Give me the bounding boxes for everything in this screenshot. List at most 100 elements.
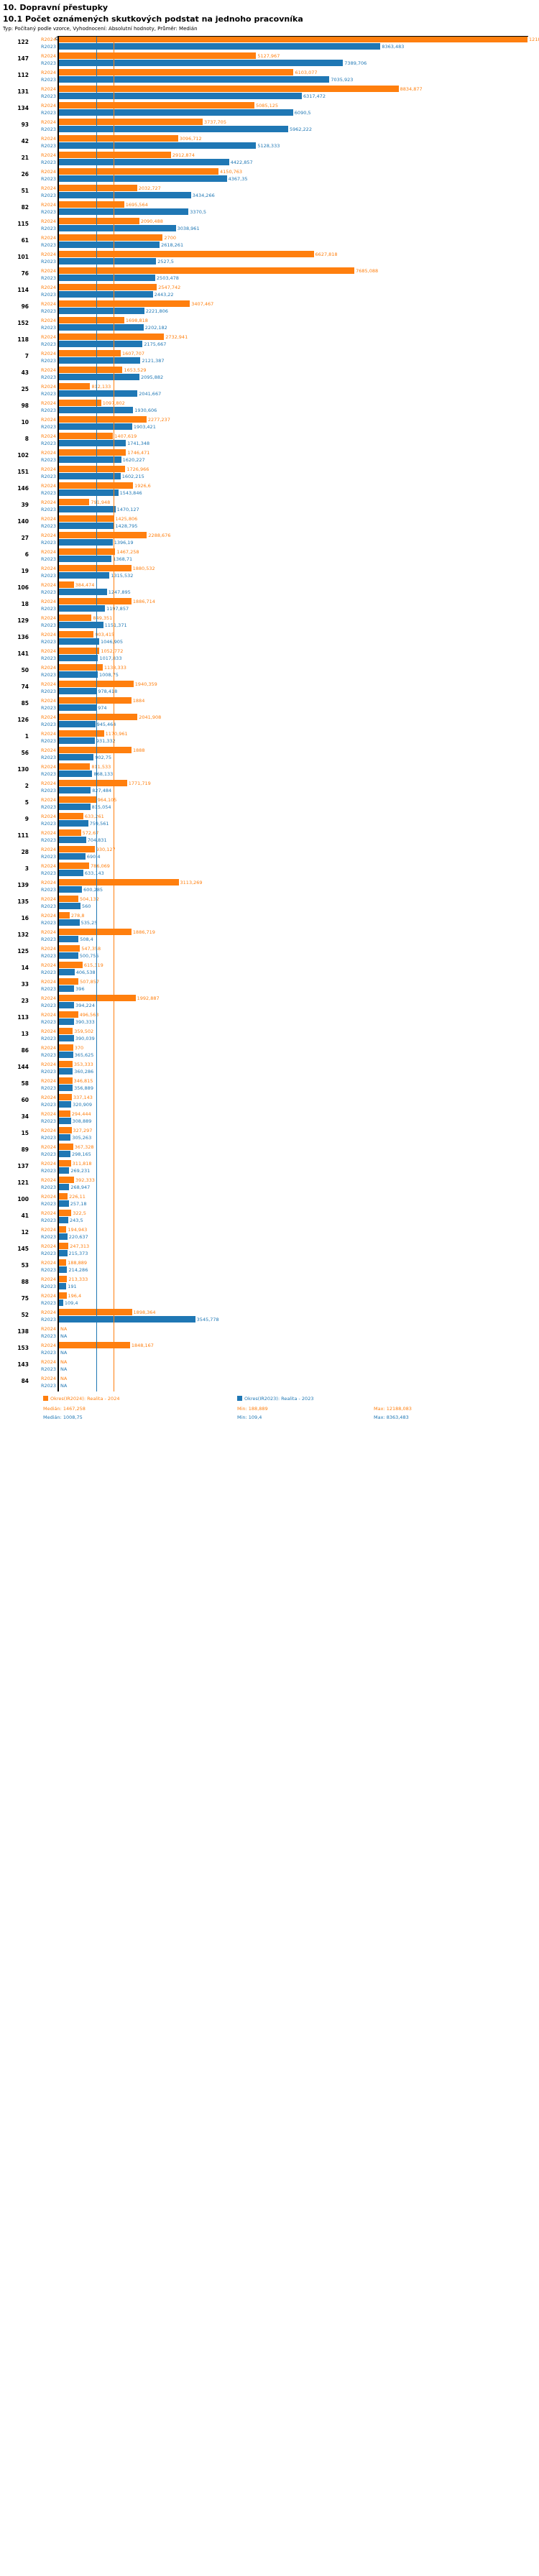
- bar-2023[interactable]: [59, 704, 97, 711]
- bar-2024[interactable]: [59, 995, 136, 1001]
- bar-2023[interactable]: [59, 936, 79, 942]
- bar-2023[interactable]: [59, 1217, 69, 1223]
- bar-2024[interactable]: [59, 367, 123, 373]
- bar-2023[interactable]: [59, 109, 293, 116]
- bar-2023[interactable]: [59, 655, 98, 661]
- bar-2024[interactable]: [59, 334, 165, 340]
- bar-2024[interactable]: [59, 52, 257, 59]
- bar-2024[interactable]: [59, 350, 121, 356]
- bar-2023[interactable]: [59, 291, 153, 298]
- bar-2024[interactable]: [59, 1077, 73, 1084]
- bar-2023[interactable]: [59, 787, 91, 794]
- bar-2024[interactable]: [59, 1243, 69, 1249]
- bar-2024[interactable]: [59, 648, 100, 654]
- bar-2023[interactable]: [59, 754, 94, 760]
- bar-2024[interactable]: [59, 383, 91, 390]
- bar-2023[interactable]: [59, 1250, 68, 1256]
- bar-2024[interactable]: [59, 565, 132, 571]
- bar-2024[interactable]: [59, 615, 92, 621]
- bar-2023[interactable]: [59, 423, 132, 430]
- bar-2024[interactable]: [59, 1011, 78, 1018]
- bar-2023[interactable]: [59, 357, 141, 364]
- bar-2024[interactable]: [59, 300, 190, 307]
- bar-2024[interactable]: [59, 416, 147, 423]
- bar-2024[interactable]: [59, 1292, 67, 1299]
- bar-2023[interactable]: [59, 473, 121, 479]
- bar-2023[interactable]: [59, 208, 189, 215]
- bar-2024[interactable]: [59, 879, 179, 886]
- bar-2024[interactable]: [59, 201, 124, 208]
- bar-2023[interactable]: [59, 1101, 72, 1108]
- bar-2024[interactable]: [59, 896, 78, 902]
- bar-2023[interactable]: [59, 638, 99, 645]
- bar-2023[interactable]: [59, 159, 229, 165]
- bar-2023[interactable]: [59, 374, 140, 380]
- bar-2023[interactable]: [59, 1184, 70, 1190]
- bar-2024[interactable]: [59, 598, 132, 604]
- bar-2024[interactable]: [59, 714, 138, 720]
- bar-2024[interactable]: [59, 152, 171, 158]
- bar-2023[interactable]: [59, 341, 143, 347]
- bar-2023[interactable]: [59, 43, 381, 50]
- bar-2024[interactable]: [59, 36, 528, 42]
- bar-2023[interactable]: [59, 605, 106, 612]
- bar-2023[interactable]: [59, 804, 91, 810]
- bar-2023[interactable]: [59, 440, 126, 446]
- legend-item-2023[interactable]: Okres(IR2023): Realita - 2023: [237, 1396, 313, 1402]
- bar-2024[interactable]: [59, 978, 79, 985]
- bar-2023[interactable]: [59, 1167, 70, 1174]
- bar-2024[interactable]: [59, 697, 132, 704]
- bar-2023[interactable]: [59, 903, 80, 909]
- bar-2023[interactable]: [59, 770, 93, 777]
- bar-2023[interactable]: [59, 886, 83, 893]
- bar-2023[interactable]: [59, 737, 95, 744]
- bar-2023[interactable]: [59, 952, 78, 959]
- bar-2023[interactable]: [59, 142, 257, 149]
- bar-2023[interactable]: [59, 622, 103, 628]
- bar-2024[interactable]: [59, 482, 134, 489]
- bar-2023[interactable]: [59, 919, 80, 926]
- bar-2023[interactable]: [59, 275, 155, 281]
- bar-2023[interactable]: [59, 1266, 68, 1273]
- bar-2023[interactable]: [59, 589, 107, 595]
- bar-2023[interactable]: [59, 407, 134, 413]
- bar-2023[interactable]: [59, 1151, 70, 1157]
- bar-2024[interactable]: [59, 1028, 73, 1034]
- bar-2023[interactable]: [59, 671, 98, 678]
- bar-2024[interactable]: [59, 912, 70, 919]
- bar-2023[interactable]: [59, 985, 75, 992]
- bar-2024[interactable]: [59, 813, 83, 819]
- bar-2024[interactable]: [59, 1226, 67, 1233]
- bar-2024[interactable]: [59, 681, 134, 687]
- bar-2023[interactable]: [59, 1052, 73, 1058]
- bar-2023[interactable]: [59, 93, 302, 99]
- bar-2024[interactable]: [59, 846, 95, 852]
- bar-2023[interactable]: [59, 853, 86, 860]
- bar-2024[interactable]: [59, 135, 178, 142]
- bar-2024[interactable]: [59, 1259, 67, 1266]
- bar-2023[interactable]: [59, 60, 344, 66]
- bar-2024[interactable]: [59, 515, 114, 522]
- bar-2024[interactable]: [59, 185, 137, 191]
- bar-2023[interactable]: [59, 192, 191, 198]
- bar-2023[interactable]: [59, 390, 138, 397]
- bar-2024[interactable]: [59, 1193, 68, 1200]
- bar-2024[interactable]: [59, 499, 90, 505]
- bar-2024[interactable]: [59, 763, 91, 770]
- bar-2024[interactable]: [59, 1342, 130, 1348]
- bar-2023[interactable]: [59, 870, 83, 876]
- bar-2023[interactable]: [59, 820, 88, 827]
- bar-2024[interactable]: [59, 86, 399, 92]
- bar-2024[interactable]: [59, 267, 355, 274]
- bar-2024[interactable]: [59, 664, 103, 671]
- bar-2024[interactable]: [59, 780, 127, 786]
- bar-2024[interactable]: [59, 400, 101, 406]
- bar-2023[interactable]: [59, 721, 96, 727]
- bar-2023[interactable]: [59, 1200, 69, 1207]
- legend-item-2024[interactable]: Okres(IR2024): Realita - 2024: [43, 1396, 119, 1402]
- bar-2024[interactable]: [59, 218, 139, 224]
- bar-2023[interactable]: [59, 126, 288, 132]
- bar-2024[interactable]: [59, 796, 96, 803]
- bar-2024[interactable]: [59, 433, 114, 439]
- bar-2024[interactable]: [59, 929, 132, 935]
